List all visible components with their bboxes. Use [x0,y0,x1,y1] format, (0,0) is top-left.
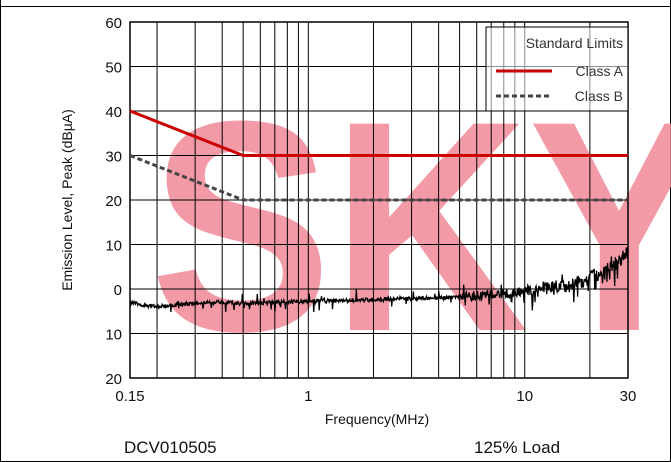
top-rule [0,6,671,7]
y-tick-label: 50 [105,60,122,77]
x-tick-label: 10 [516,388,533,405]
x-tick-label: 1 [304,388,312,405]
legend-class-b-label: Class B [575,88,623,104]
y-tick-label: 60 [105,15,122,32]
y-tick-label: 10 [105,327,122,344]
y-tick-label: 40 [105,104,122,121]
x-tick-label: 0.15 [115,388,144,405]
legend-box [485,26,629,112]
y-tick-label: 20 [105,371,122,388]
class-b-limit-line [129,154,628,202]
legend-title: Standard Limits [526,35,623,51]
load-caption: 125% Load [474,438,561,457]
y-tick-label: 10 [105,238,122,255]
y-tick-label: 30 [105,149,122,166]
measured-emission-trace [129,247,629,313]
x-tick-label: 30 [620,388,637,405]
y-tick-label: 20 [105,193,122,210]
x-axis-title: Frequency(MHz) [325,411,429,427]
model-caption: DCV010505 [124,438,217,457]
y-axis-title: Emission Level, Peak (dBµA) [59,109,75,291]
watermark-text: SKY [150,58,671,394]
class-a-limit-line [129,109,628,157]
y-tick-label: 0 [114,282,122,299]
legend-class-a-label: Class A [576,63,624,79]
